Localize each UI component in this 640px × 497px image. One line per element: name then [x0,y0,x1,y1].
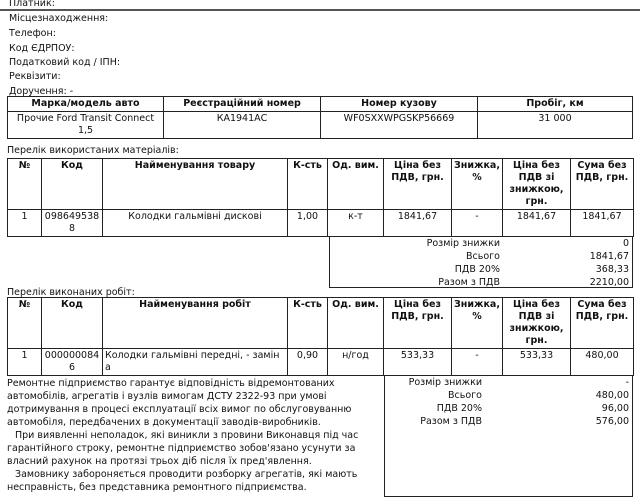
col-header: Ціна без ПДВ зі знижкою, грн. [502,297,571,349]
warranty-paragraph: Ремонтне підприємство гарантує відповідн… [7,378,352,428]
table-row: 1 0000000846 Колодки гальмівні передні, - … [7,348,634,376]
summary-row: Всього 1841,67 [330,250,632,263]
col-header: Сума без ПДВ, грн. [570,297,634,349]
summary-value: 1841,67 [589,251,629,262]
table-cell: 1 [7,209,42,237]
table-cell: 1,00 [287,209,328,237]
summary-label: Розмір знижки [426,238,500,249]
summary-value: - [625,377,629,388]
col-header: Ціна без ПДВ, грн. [383,158,452,210]
details-label: Реквізити: [9,71,61,82]
summary-value: 2210,00 [589,277,629,288]
table-cell: 1 [7,348,42,376]
table-cell: - [451,209,503,237]
summary-value: 480,00 [595,390,629,401]
summary-value: 576,00 [595,416,629,427]
summary-label: Разом з ПДВ [438,277,500,288]
col-header: Пробіг, км [477,96,633,112]
summary-row: Розмір знижки - [385,376,632,389]
materials-table: № Код Найменування товару К-сть Од. вим. Ціна… [7,158,634,237]
table-cell: к-т [327,209,384,237]
summary-label: ПДВ 20% [436,403,482,414]
col-header: Найменування робіт [102,297,288,349]
col-header: Марка/модель авто [7,96,164,112]
col-header: Од. вим. [327,297,384,349]
table-cell: Колодки гальмівні дискові [102,209,288,237]
summary-label: Разом з ПДВ [420,416,482,427]
table-cell: 1841,67 [570,209,634,237]
table-cell: Колодки гальмівні передні, - заміна [102,348,288,376]
table-row: Прочие Ford Transit Connect 1,5 КА1941АС W… [7,111,633,139]
order-label: Доручення: - [9,86,74,97]
col-header: Реєстраційний номер [163,96,321,112]
summary-row: ПДВ 20% 368,33 [330,263,632,276]
col-header: Код [41,158,103,210]
summary-row: Розмір знижки 0 [330,237,632,250]
table-cell: 0986495388 [41,209,103,237]
reg-number: КА1941АС [163,111,321,139]
divider [0,9,640,11]
table-cell: 0,90 [287,348,328,376]
col-header: № [7,297,42,349]
col-header: Од. вим. [327,158,384,210]
edrpou-label: Код ЄДРПОУ: [9,43,75,54]
tax-code-label: Податковий код / ІПН: [9,57,121,68]
table-cell: 533,33 [383,348,452,376]
vin: WF0SXXWPGSKP56669 [320,111,478,139]
summary-label: Розмір знижки [408,377,482,388]
col-header: К-сть [287,158,328,210]
col-header: Номер кузову [320,96,478,112]
col-header: Ціна без ПДВ, грн. [383,297,452,349]
col-header: К-сть [287,297,328,349]
col-header: Код [41,297,103,349]
car-table: Марка/модель авто Реєстраційний номер Номе… [7,96,633,139]
summary-value: 368,33 [595,264,629,275]
col-header: Ціна без ПДВ зі знижкою, грн. [502,158,571,210]
table-cell: 480,00 [570,348,634,376]
works-table: № Код Найменування робіт К-сть Од. вим. Ціна … [7,297,634,376]
table-cell: - [451,348,503,376]
summary-value: 0 [622,238,629,249]
warranty-paragraph: При виявленні неполадок, які виникли з п… [7,430,359,467]
col-header: Знижка, % [451,297,503,349]
table-cell: 1841,67 [502,209,571,237]
payer-label: Платник: [9,0,55,9]
summary-label: Всього [448,390,482,401]
col-header: Найменування товару [102,158,288,210]
mileage: 31 000 [477,111,633,139]
summary-value: 96,00 [601,403,629,414]
table-cell: 0000000846 [41,348,103,376]
location-label: Місцезнаходження: [9,13,109,24]
table-cell: 533,33 [502,348,571,376]
summary-row: ПДВ 20% 96,00 [385,402,632,415]
table-cell: 1841,67 [383,209,452,237]
car-model: Прочие Ford Transit Connect 1,5 [7,111,164,139]
materials-summary: Розмір знижки 0 Всього 1841,67 ПДВ 20% 368,33… [329,236,633,288]
warranty-paragraph: Замовнику забороняється проводити розбор… [7,469,358,493]
table-row: 1 0986495388 Колодки гальмівні дискові 1,00… [7,209,634,237]
materials-title: Перелік використаних матеріалів: [7,145,179,156]
col-header: № [7,158,42,210]
summary-row: Разом з ПДВ 576,00 [385,415,632,428]
col-header: Знижка, % [451,158,503,210]
summary-row: Разом з ПДВ 2210,00 [330,276,632,289]
warranty-text: Ремонтне підприємство гарантує відповідн… [7,377,377,494]
summary-label: ПДВ 20% [454,264,500,275]
summary-row: Всього 480,00 [385,389,632,402]
phone-label: Телефон: [9,28,56,39]
works-title: Перелік виконаних робіт: [7,287,135,298]
works-summary: Розмір знижки - Всього 480,00 ПДВ 20% 96,00 Ра… [384,375,633,497]
summary-label: Всього [466,251,500,262]
table-cell: н/год [327,348,384,376]
col-header: Сума без ПДВ, грн. [570,158,634,210]
